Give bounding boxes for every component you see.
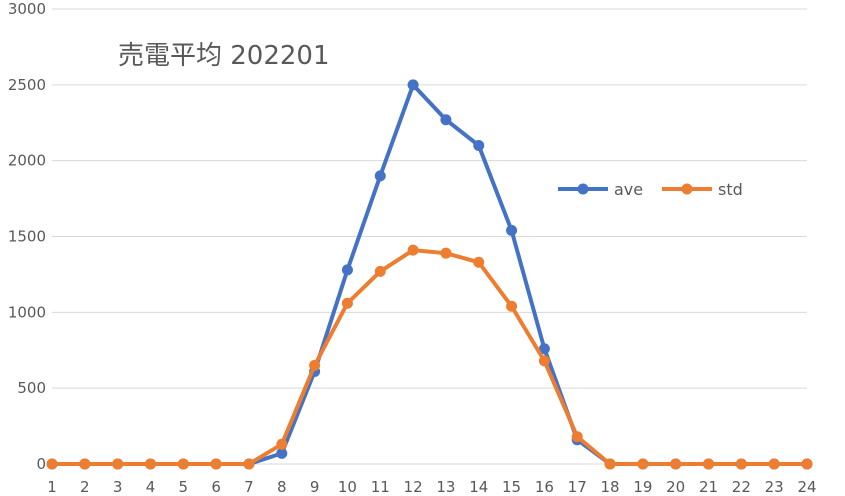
x-tick-label: 15 <box>502 478 521 496</box>
data-point-ave <box>506 224 518 236</box>
legend-item-ave: ave <box>558 180 643 199</box>
y-axis-ticks: 0 500 1000 1500 2000 2500 3000 <box>8 0 46 473</box>
data-point-ave <box>276 447 288 459</box>
y-tick-label: 0 <box>36 455 46 473</box>
data-point-std <box>538 355 550 367</box>
y-tick-label: 3000 <box>8 0 46 18</box>
data-point-std <box>703 458 715 470</box>
data-point-std <box>604 458 616 470</box>
x-tick-label: 17 <box>568 478 587 496</box>
y-tick-label: 500 <box>17 379 46 397</box>
data-point-std <box>506 300 518 312</box>
x-tick-label: 21 <box>699 478 718 496</box>
data-point-std <box>768 458 780 470</box>
data-point-ave <box>440 114 452 126</box>
gridlines <box>52 8 807 465</box>
x-tick-label: 8 <box>277 478 287 496</box>
x-tick-label: 12 <box>404 478 423 496</box>
x-tick-label: 7 <box>244 478 254 496</box>
x-tick-label: 9 <box>310 478 320 496</box>
data-point-std <box>79 458 91 470</box>
data-point-ave <box>374 170 386 182</box>
data-point-std <box>637 458 649 470</box>
data-point-std <box>112 458 124 470</box>
y-tick-label: 2500 <box>8 76 46 94</box>
data-point-std <box>801 458 813 470</box>
x-tick-label: 24 <box>797 478 816 496</box>
x-tick-label: 14 <box>469 478 488 496</box>
y-tick-label: 1500 <box>8 228 46 246</box>
data-point-std <box>473 256 485 268</box>
data-point-std <box>276 438 288 450</box>
data-point-std <box>243 458 255 470</box>
legend-item-std: std <box>662 180 743 199</box>
x-tick-label: 6 <box>211 478 221 496</box>
x-tick-label: 13 <box>436 478 455 496</box>
data-point-std <box>177 458 189 470</box>
data-point-std <box>735 458 747 470</box>
x-tick-label: 10 <box>338 478 357 496</box>
data-point-ave <box>407 79 419 91</box>
x-tick-label: 20 <box>666 478 685 496</box>
x-tick-label: 22 <box>732 478 751 496</box>
legend-swatch-marker <box>577 183 589 195</box>
x-tick-label: 5 <box>179 478 189 496</box>
data-point-ave <box>341 264 353 276</box>
x-tick-label: 11 <box>371 478 390 496</box>
x-tick-label: 16 <box>535 478 554 496</box>
legend-label: std <box>718 180 743 199</box>
x-tick-label: 3 <box>113 478 123 496</box>
y-tick-label: 1000 <box>8 303 46 321</box>
x-tick-label: 23 <box>765 478 784 496</box>
data-point-std <box>341 297 353 309</box>
chart-title: 売電平均 202201 <box>118 41 330 71</box>
legend-label: ave <box>614 180 643 199</box>
series-std <box>46 244 813 470</box>
data-point-std <box>144 458 156 470</box>
series-line-ave <box>50 82 809 466</box>
data-point-std <box>407 244 419 256</box>
data-point-std <box>46 458 58 470</box>
data-point-std <box>374 265 386 277</box>
data-point-std <box>210 458 222 470</box>
x-tick-label: 19 <box>633 478 652 496</box>
series-layer <box>46 79 813 470</box>
legend-swatch-marker <box>681 183 693 195</box>
data-point-std <box>309 359 321 371</box>
y-tick-label: 2000 <box>8 152 46 170</box>
series-line-std <box>50 248 809 466</box>
x-tick-label: 18 <box>600 478 619 496</box>
series-ave <box>46 79 813 470</box>
data-point-std <box>670 458 682 470</box>
x-axis-ticks: 1 2 3 4 5 6 7 8 9 10 11 12 13 14 15 16 17 18 19 20 21 22 23 24 <box>47 478 816 496</box>
data-point-ave <box>473 140 485 151</box>
legend: ave std <box>558 180 743 199</box>
x-tick-label: 1 <box>47 478 57 496</box>
data-point-std <box>440 247 452 259</box>
data-point-std <box>571 431 583 443</box>
x-tick-label: 2 <box>80 478 90 496</box>
x-tick-label: 4 <box>146 478 156 496</box>
data-point-ave <box>538 343 550 355</box>
